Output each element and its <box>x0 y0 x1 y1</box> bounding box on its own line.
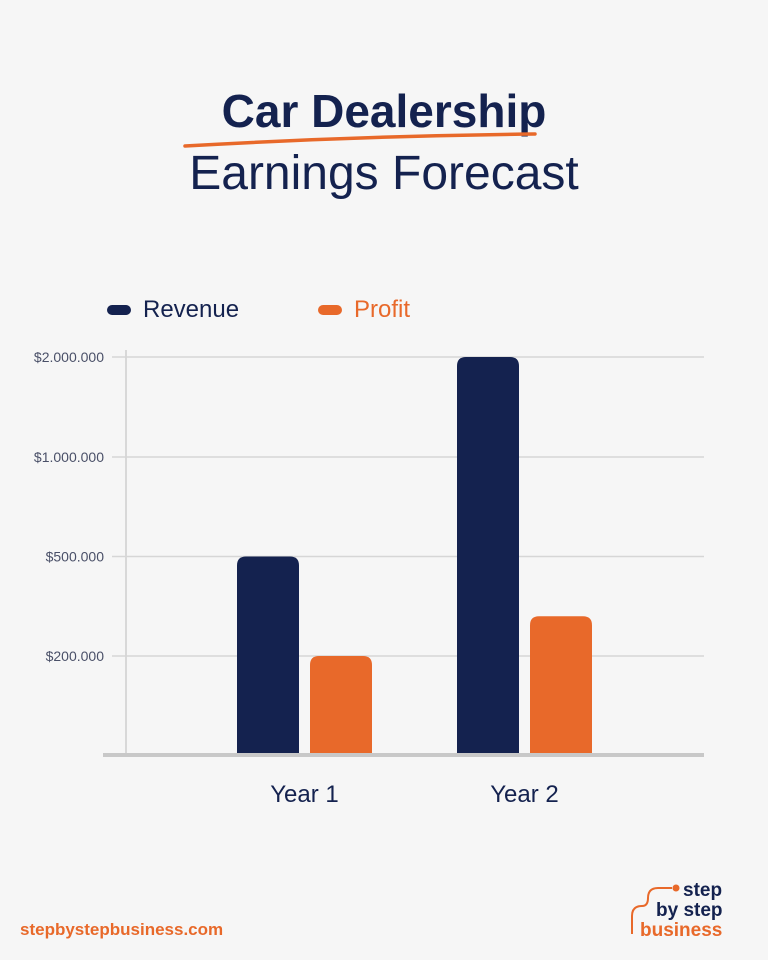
bar-profit-year-1 <box>310 656 372 755</box>
bar-profit-year-2 <box>530 616 592 755</box>
title-underline <box>183 132 537 148</box>
y-tick-label: $200.000 <box>46 648 105 664</box>
y-tick-label: $500.000 <box>46 549 105 565</box>
y-tick-label: $1.000.000 <box>34 449 104 465</box>
legend-label-profit: Profit <box>354 296 411 323</box>
y-tick-label: $2.000.000 <box>34 349 104 365</box>
bar-revenue-year-1 <box>237 556 299 755</box>
x-tick-label: Year 2 <box>490 781 559 808</box>
bar-revenue-year-2 <box>457 357 519 755</box>
svg-text:by step: by step <box>656 900 723 921</box>
footer-url[interactable]: stepbystepbusiness.com <box>20 920 224 939</box>
legend-profit: Profit <box>318 296 410 324</box>
step-by-step-business-logo: step by step business <box>631 880 723 938</box>
legend-swatch-revenue <box>107 305 131 315</box>
legend-swatch-profit <box>318 305 342 315</box>
legend-label-revenue: Revenue <box>143 296 240 323</box>
chart-subtitle: Earnings Forecast <box>189 147 579 200</box>
chart-title: Car Dealership <box>221 85 547 137</box>
x-tick-label: Year 1 <box>270 781 339 808</box>
legend-revenue: Revenue <box>107 296 239 324</box>
svg-text:business: business <box>640 920 722 938</box>
svg-text:step: step <box>683 880 722 901</box>
